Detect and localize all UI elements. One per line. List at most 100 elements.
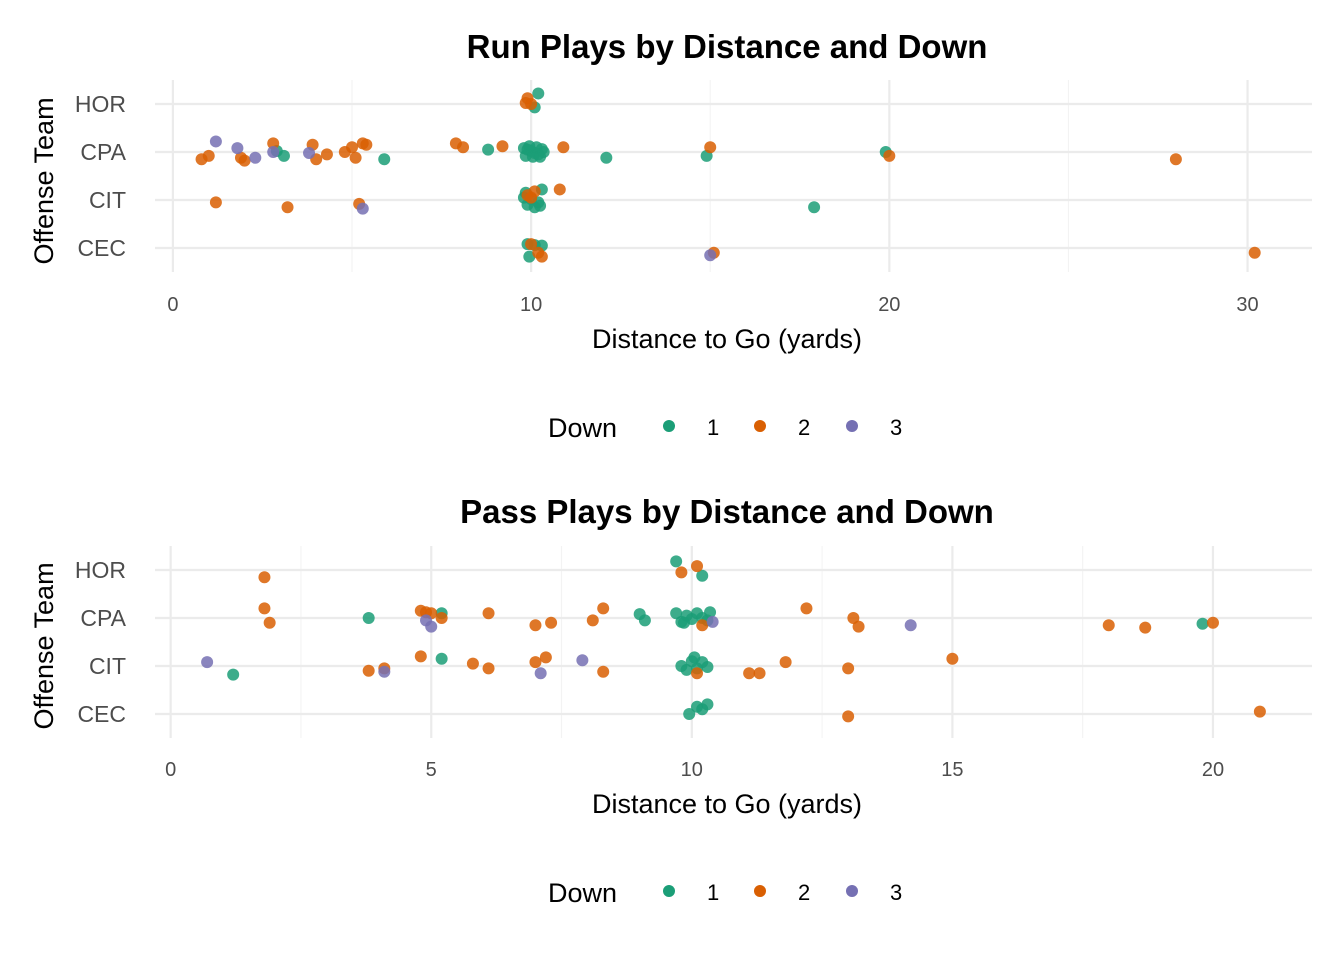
pass-chart-x-axis-title: Distance to Go (yards) bbox=[592, 789, 862, 819]
run-x-tick-label: 30 bbox=[1236, 294, 1258, 316]
pass-legend-key-1 bbox=[663, 885, 675, 897]
pass-legend-label-1: 1 bbox=[707, 880, 719, 905]
pass-point-down-2 bbox=[539, 651, 552, 664]
run-chart-x-axis-title: Distance to Go (yards) bbox=[592, 324, 862, 354]
run-point-down-3 bbox=[209, 135, 222, 148]
run-x-tick-label: 20 bbox=[878, 294, 900, 316]
run-legend-key-3 bbox=[846, 420, 858, 432]
pass-point-down-2 bbox=[258, 602, 271, 615]
pass-point-down-2 bbox=[691, 560, 704, 573]
pass-x-tick-label: 10 bbox=[681, 759, 703, 781]
run-point-down-2 bbox=[349, 151, 362, 164]
pass-point-down-3 bbox=[378, 665, 391, 678]
run-point-down-3 bbox=[303, 146, 316, 159]
pass-chart-legend: Down 1 2 3 bbox=[548, 878, 902, 908]
pass-point-down-3 bbox=[576, 654, 589, 667]
pass-point-down-2 bbox=[842, 662, 855, 675]
run-point-down-1 bbox=[808, 201, 821, 214]
pass-legend-label-3: 3 bbox=[890, 880, 902, 905]
pass-chart-y-axis-title: Offense Team bbox=[29, 562, 59, 729]
pass-x-tick-label: 0 bbox=[165, 759, 176, 781]
run-point-down-2 bbox=[1169, 153, 1182, 166]
pass-chart-points bbox=[201, 555, 1266, 723]
run-point-down-1 bbox=[523, 140, 536, 153]
run-chart-title: Run Plays by Distance and Down bbox=[467, 28, 988, 65]
pass-point-down-1 bbox=[677, 616, 690, 629]
run-point-down-3 bbox=[231, 142, 244, 155]
pass-point-down-2 bbox=[529, 656, 542, 669]
run-point-down-2 bbox=[267, 137, 280, 150]
pass-point-down-2 bbox=[529, 619, 542, 632]
run-point-down-3 bbox=[249, 151, 262, 164]
run-point-down-2 bbox=[704, 141, 717, 154]
pass-y-tick-label: HOR bbox=[75, 557, 126, 583]
pass-point-down-2 bbox=[597, 602, 610, 615]
pass-legend-label-2: 2 bbox=[798, 880, 810, 905]
run-point-down-1 bbox=[482, 143, 495, 156]
run-point-down-2 bbox=[525, 191, 538, 204]
run-chart-x-tick-labels: 0 10 20 30 bbox=[167, 294, 1258, 316]
pass-point-down-2 bbox=[675, 566, 688, 579]
pass-point-down-1 bbox=[688, 651, 701, 664]
run-point-down-2 bbox=[496, 140, 509, 153]
pass-point-down-3 bbox=[706, 615, 719, 628]
pass-point-down-2 bbox=[743, 667, 756, 680]
pass-point-down-2 bbox=[545, 616, 558, 629]
run-point-down-2 bbox=[457, 141, 470, 154]
pass-legend-key-2 bbox=[754, 885, 766, 897]
pass-point-down-2 bbox=[1206, 616, 1219, 629]
run-point-down-2 bbox=[209, 196, 222, 209]
run-point-down-3 bbox=[267, 146, 280, 158]
pass-point-down-1 bbox=[701, 698, 714, 711]
run-legend-key-1 bbox=[663, 420, 675, 432]
run-point-down-1 bbox=[600, 151, 613, 164]
pass-point-down-2 bbox=[696, 619, 709, 632]
run-point-down-2 bbox=[883, 149, 896, 162]
pass-point-down-1 bbox=[1196, 617, 1209, 630]
pass-point-down-2 bbox=[852, 620, 865, 633]
pass-plays-panel: Pass Plays by Distance and Down CEC CIT CP… bbox=[29, 493, 1312, 908]
run-chart-y-tick-labels: CEC CIT CPA HOR bbox=[75, 91, 127, 261]
run-point-down-3 bbox=[704, 249, 717, 262]
pass-point-down-1 bbox=[670, 607, 683, 620]
run-y-tick-label: CPA bbox=[80, 139, 126, 165]
pass-point-down-1 bbox=[435, 652, 448, 665]
run-point-down-2 bbox=[281, 201, 294, 214]
run-chart-gridlines bbox=[155, 80, 1312, 272]
pass-point-down-3 bbox=[425, 620, 438, 633]
pass-point-down-2 bbox=[691, 667, 704, 680]
run-legend-key-2 bbox=[754, 420, 766, 432]
pass-point-down-3 bbox=[904, 619, 917, 632]
run-legend-label-1: 1 bbox=[707, 415, 719, 440]
pass-point-down-2 bbox=[482, 662, 495, 675]
pass-point-down-1 bbox=[696, 569, 709, 582]
run-legend-title: Down bbox=[548, 413, 617, 443]
pass-legend-key-3 bbox=[846, 885, 858, 897]
pass-point-down-2 bbox=[946, 652, 959, 665]
pass-point-down-1 bbox=[683, 708, 696, 720]
run-point-down-2 bbox=[553, 183, 566, 196]
pass-point-down-2 bbox=[753, 667, 766, 680]
pass-point-down-3 bbox=[201, 656, 214, 669]
run-legend-label-2: 2 bbox=[798, 415, 810, 440]
run-point-down-2 bbox=[1248, 246, 1261, 259]
pass-point-down-2 bbox=[258, 571, 271, 584]
pass-chart-gridlines bbox=[155, 546, 1312, 738]
pass-point-down-2 bbox=[362, 664, 375, 677]
run-y-tick-label: CIT bbox=[89, 187, 126, 213]
pass-chart-y-tick-labels: CEC CIT CPA HOR bbox=[75, 557, 127, 727]
pass-point-down-2 bbox=[1139, 621, 1152, 634]
run-point-down-2 bbox=[238, 154, 251, 167]
run-point-down-3 bbox=[356, 202, 369, 215]
pass-point-down-2 bbox=[1253, 705, 1266, 718]
run-plays-panel: Run Plays by Distance and Down CEC CIT CPA… bbox=[29, 28, 1312, 443]
pass-y-tick-label: CEC bbox=[77, 701, 126, 727]
pass-point-down-1 bbox=[670, 555, 683, 568]
pass-point-down-1 bbox=[227, 668, 240, 681]
pass-x-tick-label: 5 bbox=[426, 759, 437, 781]
run-point-down-2 bbox=[346, 141, 359, 154]
pass-point-down-2 bbox=[597, 665, 610, 678]
pass-point-down-2 bbox=[435, 612, 448, 624]
pass-point-down-2 bbox=[482, 607, 495, 620]
